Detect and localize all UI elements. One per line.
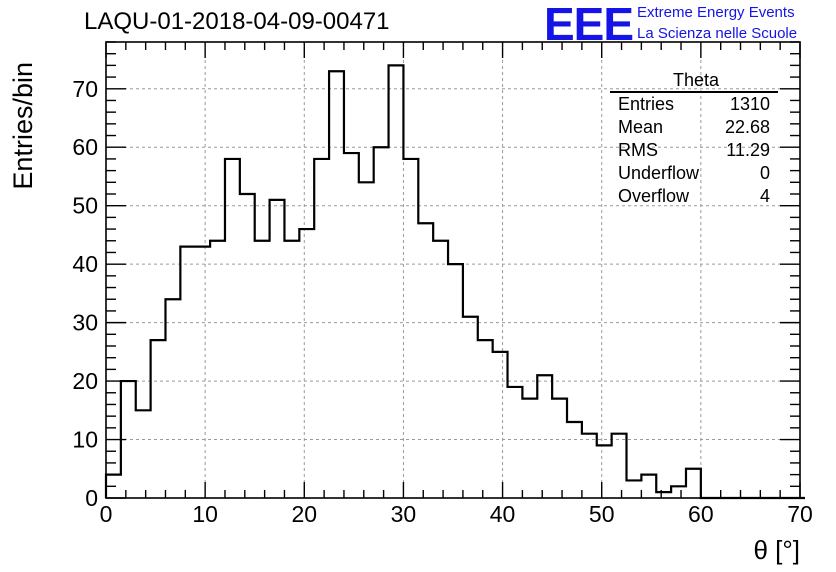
y-tick-label: 0 — [85, 485, 98, 511]
histogram-bin — [344, 153, 359, 498]
stats-row-mean: Mean 22.68 — [610, 116, 778, 139]
stats-row-underflow: Underflow 0 — [610, 162, 778, 185]
histogram-bin — [374, 147, 389, 498]
histogram-bin — [537, 375, 552, 498]
histogram-bin — [508, 387, 523, 498]
x-tick-label: 70 — [787, 501, 813, 527]
histogram-bin — [136, 410, 151, 498]
histogram-bin — [299, 229, 314, 498]
histogram-bin — [240, 194, 255, 498]
stats-label: Overflow — [618, 186, 690, 206]
x-tick-label: 60 — [688, 501, 714, 527]
histogram-bin — [359, 182, 374, 498]
histogram-bin — [195, 247, 210, 498]
histogram-bin — [567, 422, 582, 498]
histogram-bin — [671, 486, 686, 498]
axes — [105, 41, 801, 499]
y-tick-label: 30 — [72, 310, 98, 336]
histogram-bin — [165, 299, 180, 498]
histogram-bin — [582, 434, 597, 498]
y-tick-label: 70 — [72, 76, 98, 102]
histogram-bin — [552, 399, 567, 498]
logo-subtitle-2: La Scienza nelle Scuole — [637, 25, 798, 42]
stats-value: 4 — [759, 186, 770, 206]
x-tick-label: 30 — [391, 501, 417, 527]
x-tick-label: 0 — [100, 501, 113, 527]
stats-box: Theta Entries 1310 Mean 22.68 RMS 11.29 … — [610, 70, 778, 208]
x-tick-label: 20 — [291, 501, 317, 527]
stats-label: Underflow — [618, 163, 700, 183]
x-axis-label: θ [°] — [753, 535, 800, 565]
stats-title: Theta — [610, 70, 778, 93]
y-tick-label: 40 — [72, 251, 98, 277]
histogram-bin — [448, 264, 463, 498]
stats-value: 1310 — [729, 94, 770, 114]
y-axis-label: Entries/bin — [8, 62, 38, 190]
histogram-bin — [270, 200, 285, 498]
histogram-bin — [255, 241, 270, 498]
histogram-bin — [151, 340, 166, 498]
x-tick-label: 10 — [192, 501, 218, 527]
stats-label: Mean — [618, 117, 664, 137]
logo-subtitle-1: Extreme Energy Events — [637, 4, 795, 21]
eee-logo: EEE — [544, 0, 634, 50]
stats-value: 11.29 — [726, 140, 770, 160]
histogram-bin — [656, 492, 671, 498]
histogram-bin — [493, 352, 508, 498]
histogram-bin — [478, 340, 493, 498]
stats-label: Entries — [618, 94, 675, 114]
x-tick-label: 40 — [490, 501, 516, 527]
plot-frame — [105, 41, 801, 499]
stats-value: 22.68 — [724, 117, 770, 137]
stats-value: 0 — [759, 163, 770, 183]
histogram-bin — [418, 223, 433, 498]
stats-label: RMS — [618, 140, 658, 160]
x-tick-label: 50 — [589, 501, 615, 527]
histogram-bin — [284, 241, 299, 498]
histogram-bin — [463, 317, 478, 498]
histogram-bin — [314, 159, 329, 498]
histogram-bin — [225, 159, 240, 498]
histogram-bin — [329, 71, 344, 498]
histogram-bin — [641, 475, 656, 498]
histogram-series — [104, 64, 805, 500]
stats-row-rms: RMS 11.29 — [610, 139, 778, 162]
histogram-bin — [597, 445, 612, 498]
grid-lines — [106, 42, 800, 498]
histogram-bin — [433, 241, 448, 498]
run-title: LAQU-01-2018-04-09-00471 — [84, 8, 390, 35]
histogram-bin — [389, 65, 404, 498]
histogram-bin — [180, 247, 195, 498]
histogram-bin — [627, 480, 642, 498]
histogram-bin — [686, 469, 701, 498]
histogram-bin — [210, 241, 225, 498]
histogram-bin — [403, 159, 418, 498]
stats-row-entries: Entries 1310 — [610, 93, 778, 116]
y-tick-label: 50 — [72, 193, 98, 219]
y-tick-label: 10 — [72, 427, 98, 453]
y-tick-label: 60 — [72, 134, 98, 160]
y-tick-label: 20 — [72, 368, 98, 394]
histogram-bin — [522, 399, 537, 498]
histogram-bin — [612, 434, 627, 498]
stats-row-overflow: Overflow 4 — [610, 185, 778, 208]
histogram-outline — [104, 64, 805, 500]
